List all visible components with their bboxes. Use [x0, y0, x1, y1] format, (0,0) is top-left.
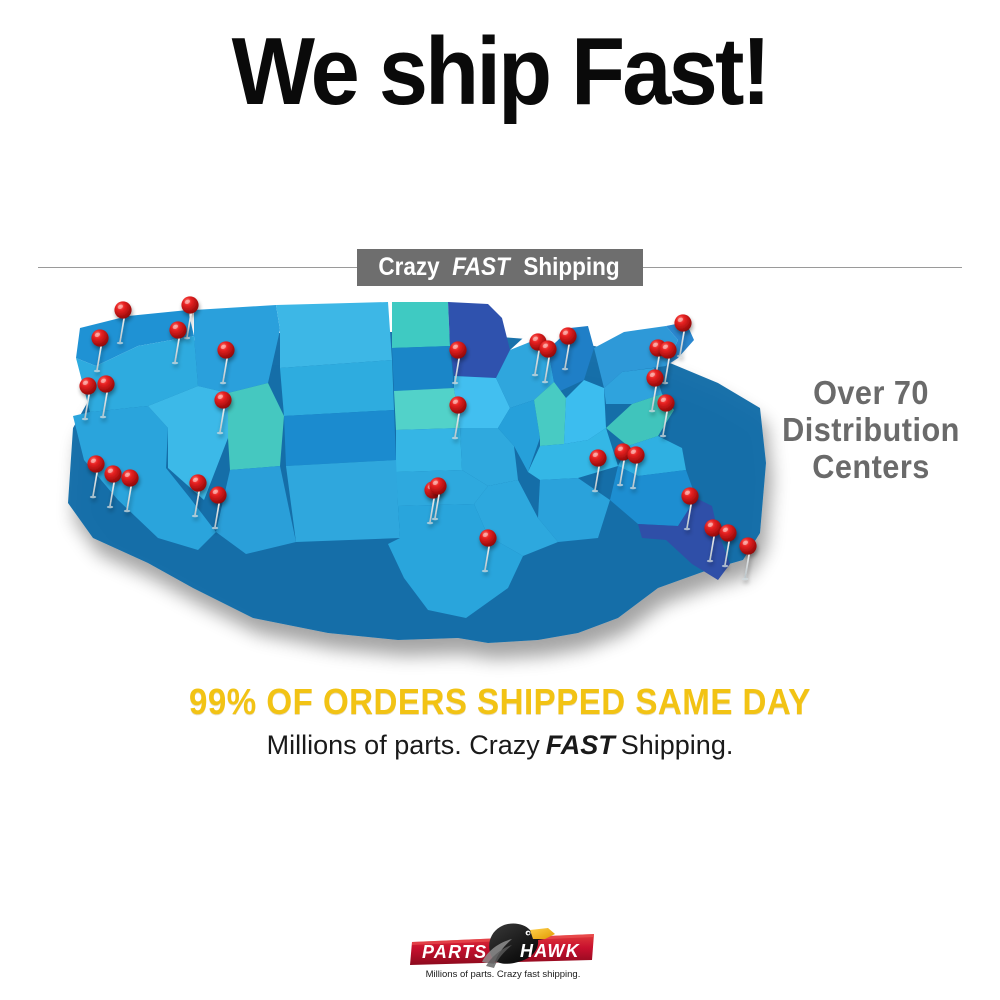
map-pin-icon — [181, 296, 199, 340]
map-pin-icon — [217, 341, 235, 385]
map-pin-icon — [479, 529, 497, 573]
page-title: We ship Fast! — [231, 18, 771, 125]
caption-line-3: Centers — [812, 448, 930, 485]
map-pin-icon — [79, 377, 97, 421]
distribution-centers-caption: Over 70 Distribution Centers — [756, 374, 986, 485]
tagline-part-1: Millions of parts. Crazy — [266, 730, 540, 760]
usa-distribution-map — [18, 288, 778, 668]
promo-headline: 99% OF ORDERS SHIPPED SAME DAY — [0, 681, 1000, 723]
map-pin-icon — [719, 524, 737, 568]
map-pin-icon — [614, 443, 632, 487]
map-pin-icon — [739, 537, 757, 581]
logo-svg: PARTS HAWK — [410, 923, 594, 968]
logo-word-hawk: HAWK — [520, 941, 581, 961]
logo-tagline: Millions of parts. Crazy fast shipping. — [425, 969, 581, 980]
map-pin-icon — [657, 394, 675, 438]
map-pin-icon — [659, 341, 677, 385]
hawk-head-icon — [482, 923, 555, 968]
banner-text-shipping: Shipping — [523, 253, 620, 281]
promo-tagline: Millions of parts. Crazy FAST Shipping. — [0, 730, 1000, 761]
map-pin-icon — [97, 375, 115, 419]
promo-headline-text: 99% OF ORDERS SHIPPED SAME DAY — [189, 681, 811, 722]
map-pin-icon — [114, 301, 132, 345]
map-pin-icon — [121, 469, 139, 513]
map-pin-icon — [559, 327, 577, 371]
divider-line-left — [38, 267, 358, 268]
map-pin-icon — [429, 477, 447, 521]
map-pin-icon — [214, 391, 232, 435]
map-pin-icon — [91, 329, 109, 373]
logo-word-parts: PARTS — [422, 942, 487, 962]
map-pin-icon — [539, 340, 557, 384]
map-pin-layer — [79, 296, 757, 581]
map-svg — [68, 296, 766, 643]
map-pin-icon — [189, 474, 207, 518]
map-pin-icon — [87, 455, 105, 499]
map-pin-icon — [646, 369, 664, 413]
caption-line-1: Over 70 — [813, 374, 929, 411]
banner-text-crazy: Crazy — [378, 253, 440, 281]
caption-line-2: Distribution — [782, 411, 960, 448]
map-pin-icon — [449, 341, 467, 385]
map-pin-icon — [449, 396, 467, 440]
map-pin-icon — [589, 449, 607, 493]
crazy-fast-shipping-banner: Crazy FAST Shipping — [357, 249, 643, 286]
map-pin-icon — [681, 487, 699, 531]
map-pin-icon — [704, 519, 722, 563]
map-pin-icon — [209, 486, 227, 530]
map-pin-icon — [104, 465, 122, 509]
divider-line-right — [642, 267, 962, 268]
tagline-part-2: Shipping. — [620, 730, 734, 760]
banner-text-fast: FAST — [452, 253, 510, 281]
map-pin-icon — [169, 321, 187, 365]
map-pin-icon — [674, 314, 692, 358]
tagline-fast: FAST — [545, 730, 615, 760]
parts-hawk-logo[interactable]: PARTS HAWK Millions of parts. Crazy fast… — [408, 920, 598, 984]
map-pin-icon — [627, 446, 645, 490]
